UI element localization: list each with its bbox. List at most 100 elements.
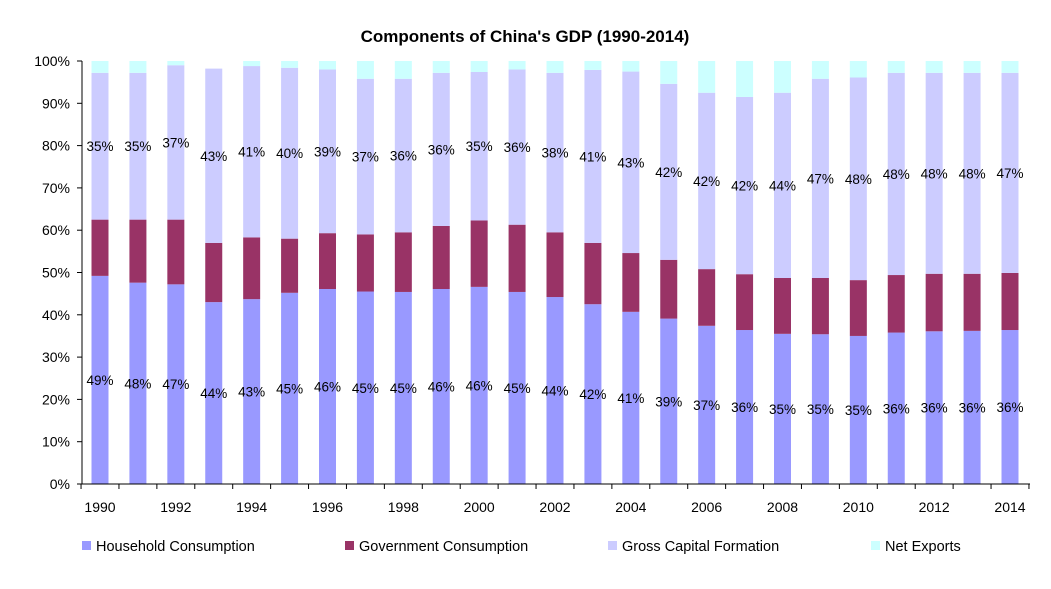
bar-gross-capital-formation-1990 — [91, 72, 109, 220]
bar-net-exports-1997 — [356, 61, 374, 79]
bar-government-consumption-2009 — [811, 277, 829, 335]
bar-household-consumption-2006 — [698, 325, 716, 484]
bar-gross-capital-formation-1999 — [432, 72, 450, 226]
y-tick-label: 80% — [42, 138, 70, 154]
bar-government-consumption-1990 — [91, 219, 109, 276]
x-tick-label: 1996 — [312, 499, 343, 515]
bar-net-exports-1990 — [91, 61, 109, 73]
bar-household-consumption-2004 — [622, 311, 640, 484]
bar-gross-capital-formation-2011 — [887, 72, 905, 276]
bar-gross-capital-formation-2005 — [660, 83, 678, 260]
data-label: 36% — [996, 400, 1023, 415]
y-tick-label: 20% — [42, 391, 70, 407]
bar-gross-capital-formation-1995 — [281, 67, 299, 239]
bar-net-exports-2003 — [584, 61, 602, 70]
bar-net-exports-2000 — [470, 61, 488, 72]
legend-swatch — [345, 541, 354, 550]
data-label: 35% — [86, 139, 113, 154]
bar-net-exports-2013 — [963, 61, 981, 73]
bar-net-exports-1991 — [129, 61, 147, 73]
bar-household-consumption-2014 — [1001, 330, 1019, 484]
bar-net-exports-1998 — [394, 61, 412, 79]
bar-government-consumption-2006 — [698, 269, 716, 326]
x-tick-label: 1990 — [84, 499, 115, 515]
bars-layer — [91, 61, 1019, 484]
y-tick-label: 90% — [42, 95, 70, 111]
data-label: 41% — [238, 145, 265, 160]
x-tick-label: 2006 — [691, 499, 722, 515]
bar-household-consumption-2013 — [963, 330, 981, 484]
data-label: 42% — [579, 387, 606, 402]
bar-gross-capital-formation-2004 — [622, 71, 640, 254]
bar-gross-capital-formation-1994 — [243, 66, 261, 238]
data-label: 49% — [86, 373, 113, 388]
x-tick-label: 2004 — [615, 499, 646, 515]
data-label: 42% — [693, 174, 720, 189]
bar-household-consumption-1992 — [167, 284, 185, 484]
data-label: 36% — [428, 142, 455, 157]
x-tick-label: 2014 — [994, 499, 1025, 515]
bar-government-consumption-2001 — [508, 224, 526, 292]
bar-household-consumption-2002 — [546, 297, 564, 484]
data-label: 35% — [466, 139, 493, 154]
x-tick-label: 2002 — [539, 499, 570, 515]
bar-gross-capital-formation-2000 — [470, 71, 488, 221]
bar-government-consumption-2005 — [660, 259, 678, 319]
bar-gross-capital-formation-2002 — [546, 72, 564, 233]
y-tick-label: 100% — [34, 53, 70, 69]
bar-government-consumption-1997 — [356, 234, 374, 292]
bar-gross-capital-formation-2007 — [736, 96, 754, 275]
bar-government-consumption-1996 — [319, 233, 336, 289]
x-tick-label: 1998 — [388, 499, 419, 515]
bar-gross-capital-formation-2008 — [774, 92, 791, 278]
bar-government-consumption-2000 — [470, 220, 488, 287]
bar-gross-capital-formation-2001 — [508, 69, 526, 225]
bar-net-exports-2009 — [811, 61, 829, 79]
data-label: 42% — [731, 179, 758, 194]
data-label: 35% — [807, 402, 834, 417]
bar-household-consumption-2003 — [584, 304, 602, 484]
bar-government-consumption-2010 — [849, 280, 867, 336]
data-label: 41% — [617, 391, 644, 406]
bar-net-exports-2002 — [546, 61, 564, 73]
legend-swatch — [608, 541, 617, 550]
data-labels-layer: 49% 35% 48% 35% 47% 37% 44% 43% 43% 41% 45% 40% 46% 3… — [86, 135, 1023, 418]
legend-label: Government Consumption — [359, 539, 528, 555]
bar-government-consumption-2014 — [1001, 272, 1019, 331]
x-tick-label: 1992 — [160, 499, 191, 515]
data-label: 48% — [124, 376, 151, 391]
data-label: 36% — [504, 140, 531, 155]
bar-net-exports-2007 — [736, 61, 754, 97]
data-label: 42% — [655, 165, 682, 180]
bar-gross-capital-formation-2010 — [849, 77, 867, 281]
data-label: 36% — [883, 401, 910, 416]
bar-net-exports-2001 — [508, 61, 526, 70]
bar-government-consumption-2013 — [963, 273, 981, 331]
bar-net-exports-2008 — [774, 61, 791, 93]
data-label: 39% — [655, 394, 682, 409]
data-label: 37% — [352, 150, 379, 165]
bar-government-consumption-2003 — [584, 242, 602, 305]
bar-gross-capital-formation-2014 — [1001, 72, 1019, 273]
data-label: 44% — [200, 386, 227, 401]
data-label: 44% — [769, 178, 796, 193]
bar-government-consumption-2011 — [887, 275, 905, 333]
legend-label: Household Consumption — [96, 539, 255, 555]
bar-gross-capital-formation-2013 — [963, 72, 981, 274]
bar-household-consumption-2007 — [736, 330, 754, 484]
bar-household-consumption-1993 — [205, 302, 223, 484]
bar-gross-capital-formation-1991 — [129, 72, 147, 220]
data-label: 40% — [276, 146, 303, 161]
bar-government-consumption-2002 — [546, 232, 564, 298]
data-label: 46% — [314, 379, 341, 394]
data-label: 45% — [504, 381, 531, 396]
bar-net-exports-2014 — [1001, 61, 1019, 73]
y-tick-label: 10% — [42, 434, 70, 450]
y-tick-label: 30% — [42, 349, 70, 365]
legend-swatch — [82, 541, 91, 550]
bar-household-consumption-2005 — [660, 318, 678, 484]
bar-household-consumption-1997 — [356, 291, 374, 484]
bar-government-consumption-1995 — [281, 238, 299, 293]
data-label: 45% — [390, 381, 417, 396]
